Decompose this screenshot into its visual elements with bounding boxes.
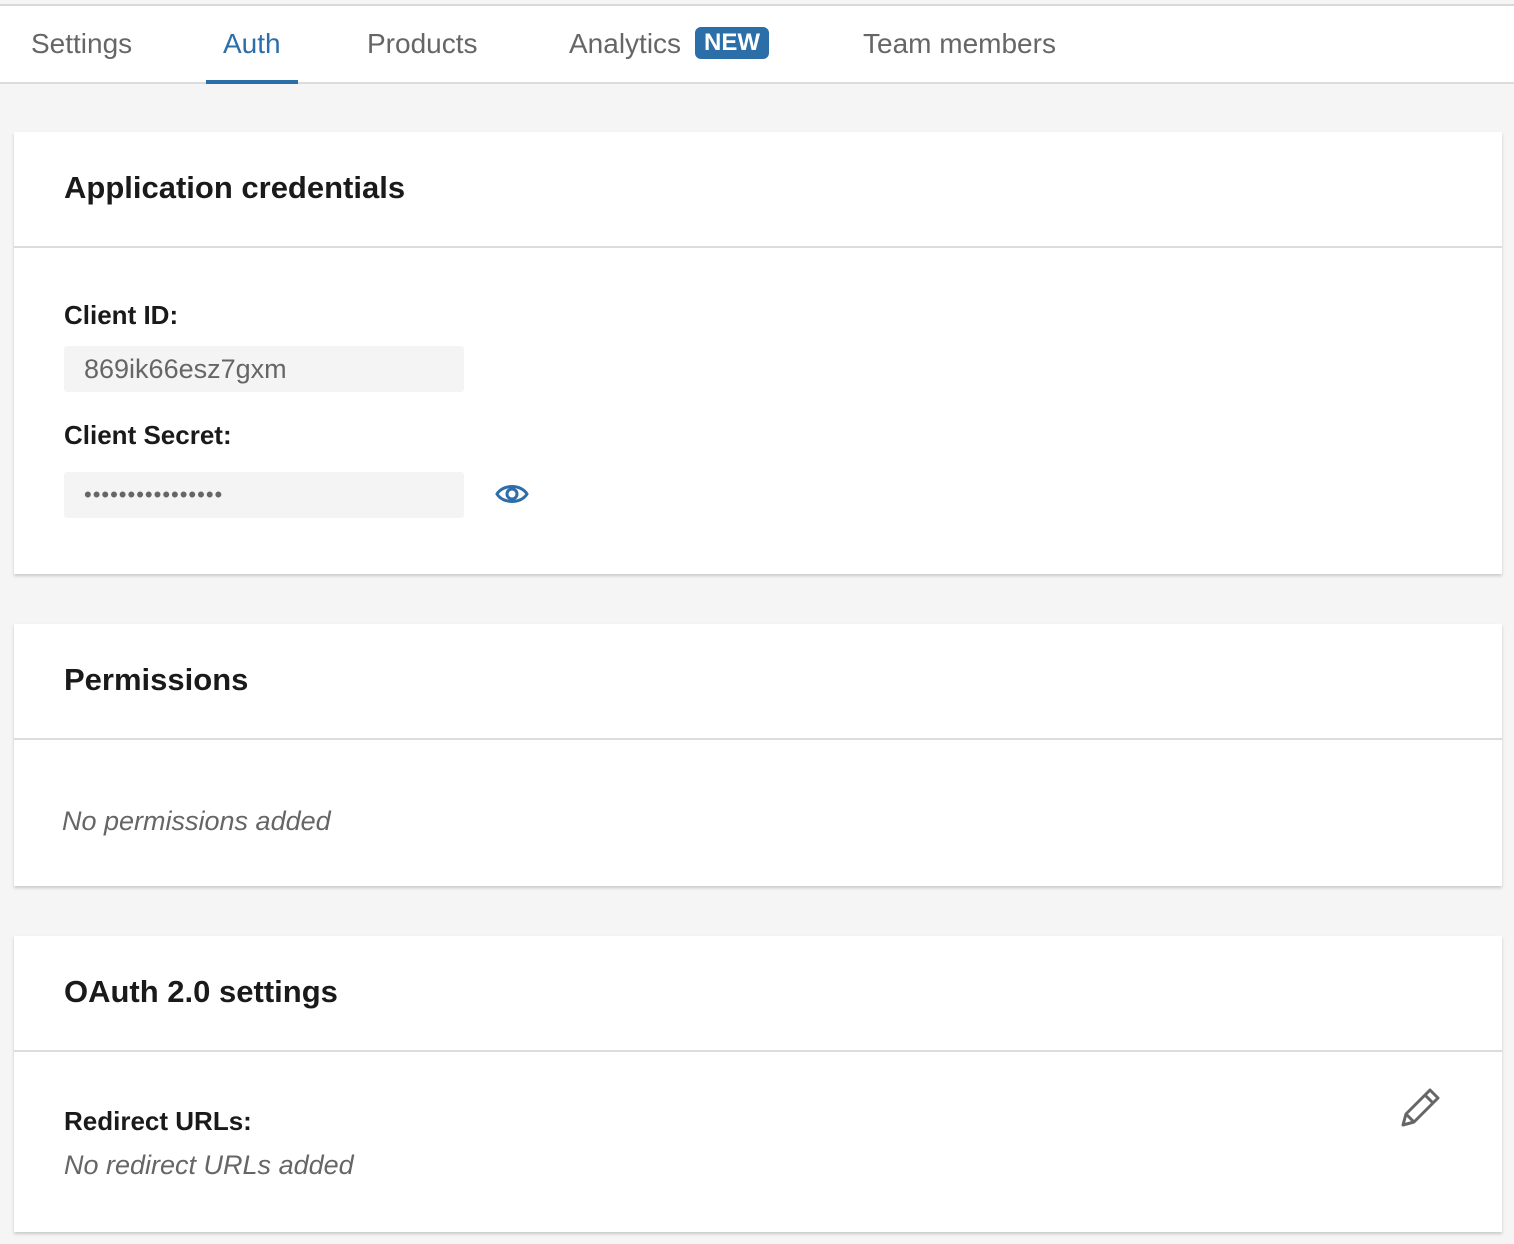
tab-team-members[interactable]: Team members [863, 28, 1056, 59]
card-title: OAuth 2.0 settings [64, 974, 338, 1009]
card-title: Application credentials [64, 170, 406, 205]
client-secret-label: Client Secret: [64, 420, 232, 450]
tab-settings[interactable]: Settings [31, 28, 133, 59]
oauth-settings-card: OAuth 2.0 settings Redirect URLs: No red… [14, 936, 1502, 1232]
pencil-icon[interactable] [1398, 1086, 1442, 1135]
new-badge: NEW [695, 26, 770, 59]
client-id-label: Client ID: [64, 300, 179, 330]
no-permissions-text: No permissions added [62, 806, 331, 836]
tab-auth[interactable]: Auth [206, 6, 298, 84]
redirect-urls-label: Redirect URLs: [64, 1106, 252, 1136]
eye-icon[interactable] [495, 479, 529, 514]
tab-analytics-label: Analytics [569, 28, 682, 59]
card-title: Permissions [64, 662, 249, 697]
no-redirect-urls-text: No redirect URLs added [64, 1150, 354, 1180]
top-divider [0, 4, 1514, 6]
tab-bar: Settings Auth Products Analytics NEW Team… [0, 6, 1514, 84]
client-secret-field[interactable]: •••••••••••••••• [64, 472, 464, 518]
client-id-field[interactable]: 869ik66esz7gxm [64, 346, 464, 392]
tab-analytics[interactable]: Analytics NEW [569, 6, 770, 82]
application-credentials-card: Application credentials Client ID: 869ik… [14, 132, 1502, 574]
permissions-card: Permissions No permissions added [14, 624, 1502, 886]
tab-products[interactable]: Products [367, 28, 478, 59]
